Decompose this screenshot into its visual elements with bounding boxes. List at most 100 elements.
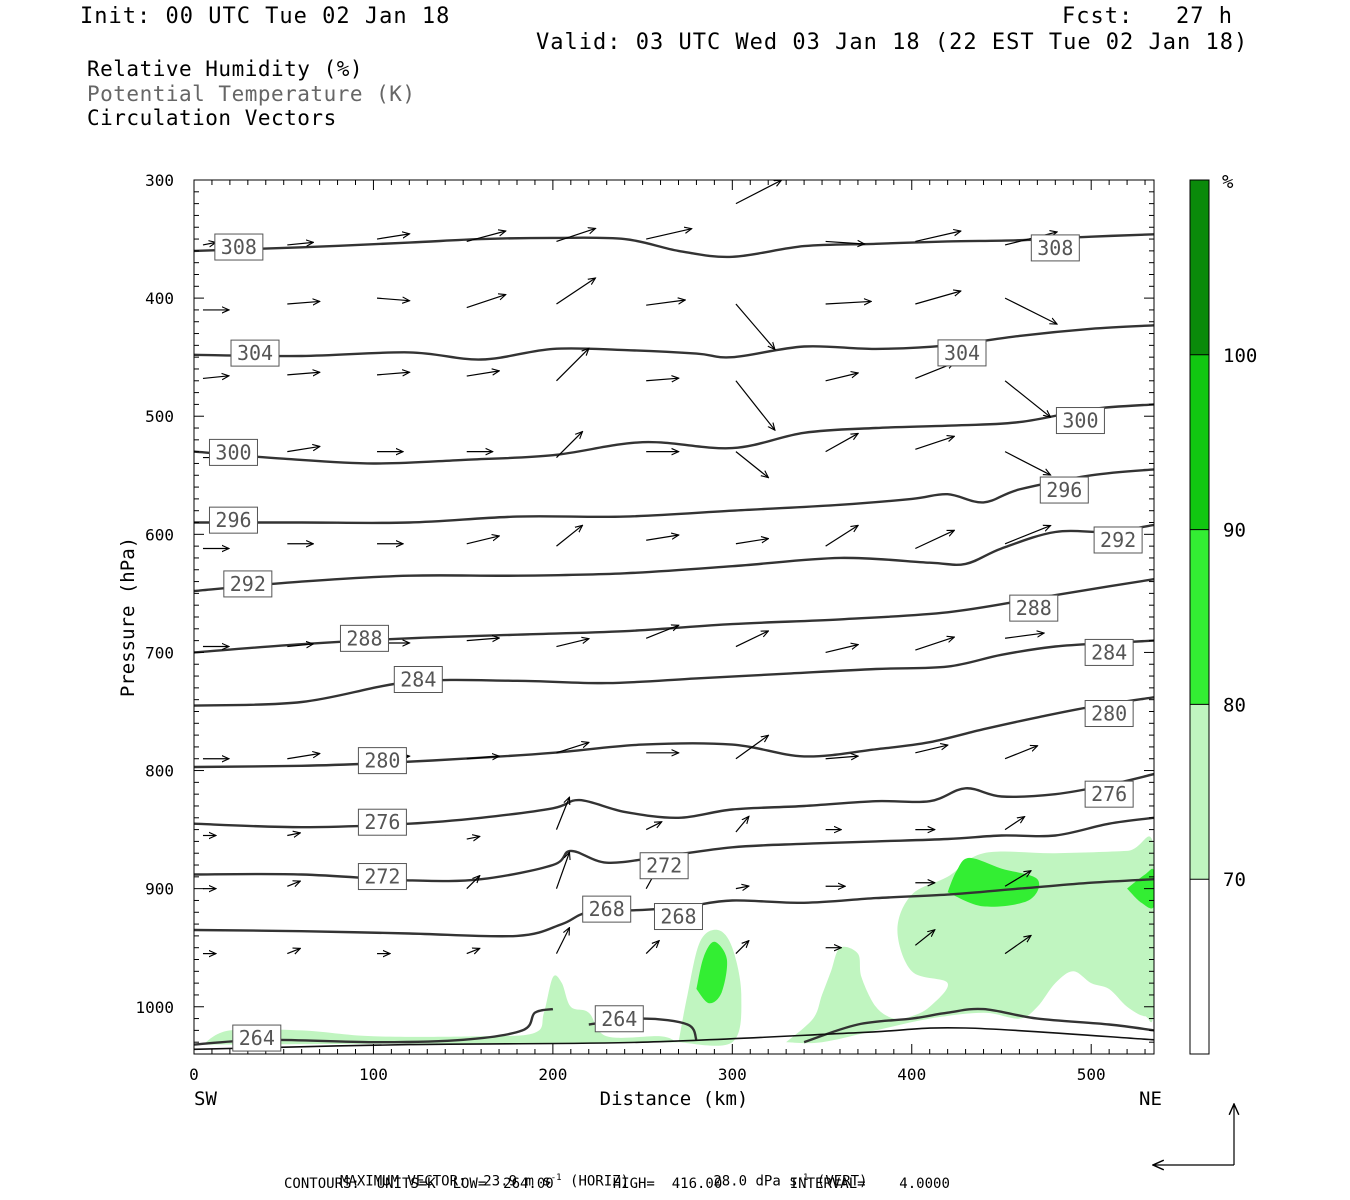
circulation-vector [466, 638, 500, 641]
circulation-vector [735, 735, 769, 760]
y-tick-label: 600 [145, 525, 174, 544]
isentrope-contours [194, 233, 1154, 1051]
x-tick-label: 0 [189, 1065, 199, 1084]
circulation-vector [466, 756, 500, 759]
x-tick-label: 300 [718, 1065, 747, 1084]
contour-label-box [393, 665, 443, 693]
contour-label-308: 308 [1030, 234, 1080, 262]
contour-label-box [208, 438, 258, 466]
contour-label-box [232, 1024, 282, 1052]
circulation-vector [915, 637, 954, 651]
circulation-vector [287, 242, 313, 245]
x-axis-title: Distance (km) [600, 1088, 749, 1110]
colorbar-level-label: 80 [1223, 694, 1246, 716]
contours-info-line: CONTOURS: UNITS=K LOW= 264.00 HIGH= 416.… [284, 1176, 950, 1192]
contour-label-280: 280 [1084, 700, 1134, 728]
contour-label-text: 304 [944, 341, 980, 365]
circulation-vector [825, 241, 865, 244]
legend-relative-humidity: Relative Humidity (%) [87, 57, 364, 81]
max-vector-horizontal-unit: (HORIZ) [570, 1173, 630, 1190]
circulation-vectors [202, 180, 1057, 955]
circulation-vector [915, 745, 948, 754]
contour-label-text: 296 [215, 508, 251, 532]
contour-labels: 264 264 268 268 272 272 276 276 280 280 284 284 288 2… [208, 233, 1143, 1052]
colorbar-band [1190, 704, 1209, 880]
circulation-vector [556, 228, 595, 242]
circulation-vector [825, 756, 859, 759]
circulation-vector [1004, 380, 1051, 417]
circulation-vector [735, 380, 775, 430]
left-endpoint-label: SW [194, 1088, 217, 1110]
contour-label-box [357, 747, 407, 775]
isentrope-292 [194, 523, 1154, 593]
circulation-vector [735, 816, 749, 833]
circulation-vector [646, 378, 679, 381]
contour-label-288: 288 [339, 624, 389, 652]
contour-label-text: 272 [646, 854, 682, 878]
contour-label-288: 288 [1009, 594, 1059, 622]
contour-label-280: 280 [357, 747, 407, 775]
y-tick-label: 800 [145, 762, 174, 781]
init-time-label: Init: 00 UTC Tue 02 Jan 18 [80, 4, 451, 29]
circulation-vector [466, 836, 480, 839]
circulation-vector [287, 833, 300, 836]
contour-label-text: 292 [230, 572, 266, 596]
contour-label-text: 300 [1062, 409, 1098, 433]
contour-label-272: 272 [357, 863, 407, 891]
isentrope-276 [194, 772, 1154, 829]
circulation-vector [825, 525, 859, 547]
y-tick-label: 400 [145, 289, 174, 308]
circulation-vector [915, 530, 954, 550]
y-tick-label: 1000 [135, 998, 174, 1017]
contour-label-box [582, 895, 632, 923]
circulation-vector [1004, 935, 1031, 955]
x-tick-label: 500 [1077, 1065, 1106, 1084]
max-vector-horizontal-exponent: -1 [550, 1173, 562, 1183]
circulation-vector [1004, 633, 1044, 639]
contour-label-264: 264 [232, 1024, 282, 1052]
circulation-vector [1004, 526, 1051, 545]
contour-label-box [223, 570, 273, 598]
contour-label-box [1084, 780, 1134, 808]
colorbar-band [1190, 180, 1209, 355]
contour-label-box [937, 339, 987, 367]
circulation-vector [1004, 871, 1031, 887]
circulation-vector [376, 372, 410, 375]
contour-label-284: 284 [1084, 638, 1134, 666]
valid-time-label: Valid: 03 UTC Wed 03 Jan 18 (22 EST Tue … [536, 30, 1249, 55]
contour-label-text: 268 [589, 897, 625, 921]
y-tick-label: 500 [145, 407, 174, 426]
contour-label-text: 284 [400, 667, 436, 691]
circulation-vector [1004, 746, 1038, 760]
circulation-vector [915, 291, 961, 305]
contour-label-box [1084, 638, 1134, 666]
contour-label-text: 280 [364, 749, 400, 773]
circulation-vector [556, 639, 589, 648]
contour-label-text: 276 [364, 810, 400, 834]
humidity-region-80 [947, 857, 1040, 907]
contour-label-box [357, 808, 407, 836]
circulation-vector [825, 433, 859, 453]
contour-label-box [1093, 526, 1143, 554]
humidity-region-70 [786, 836, 1154, 1044]
colorbar-unit: % [1222, 171, 1234, 193]
circulation-vector [1004, 817, 1025, 831]
circulation-vector [825, 373, 859, 382]
colorbar-level-label: 90 [1223, 520, 1246, 542]
circulation-vector [466, 876, 480, 890]
x-tick-label: 200 [538, 1065, 567, 1084]
circulation-vector [555, 797, 569, 830]
circulation-vector [646, 229, 692, 240]
circulation-vector [556, 432, 582, 458]
circulation-vector [735, 539, 769, 545]
circulation-vector [1004, 297, 1057, 324]
contour-label-text: 308 [1037, 236, 1073, 260]
contour-label-text: 300 [215, 440, 251, 464]
circulation-vector [466, 948, 480, 953]
circulation-vector [915, 436, 954, 450]
contour-label-292: 292 [223, 570, 273, 598]
reference-vector-key [1153, 1104, 1234, 1165]
circulation-vector [202, 242, 216, 245]
contour-label-box [339, 624, 389, 652]
